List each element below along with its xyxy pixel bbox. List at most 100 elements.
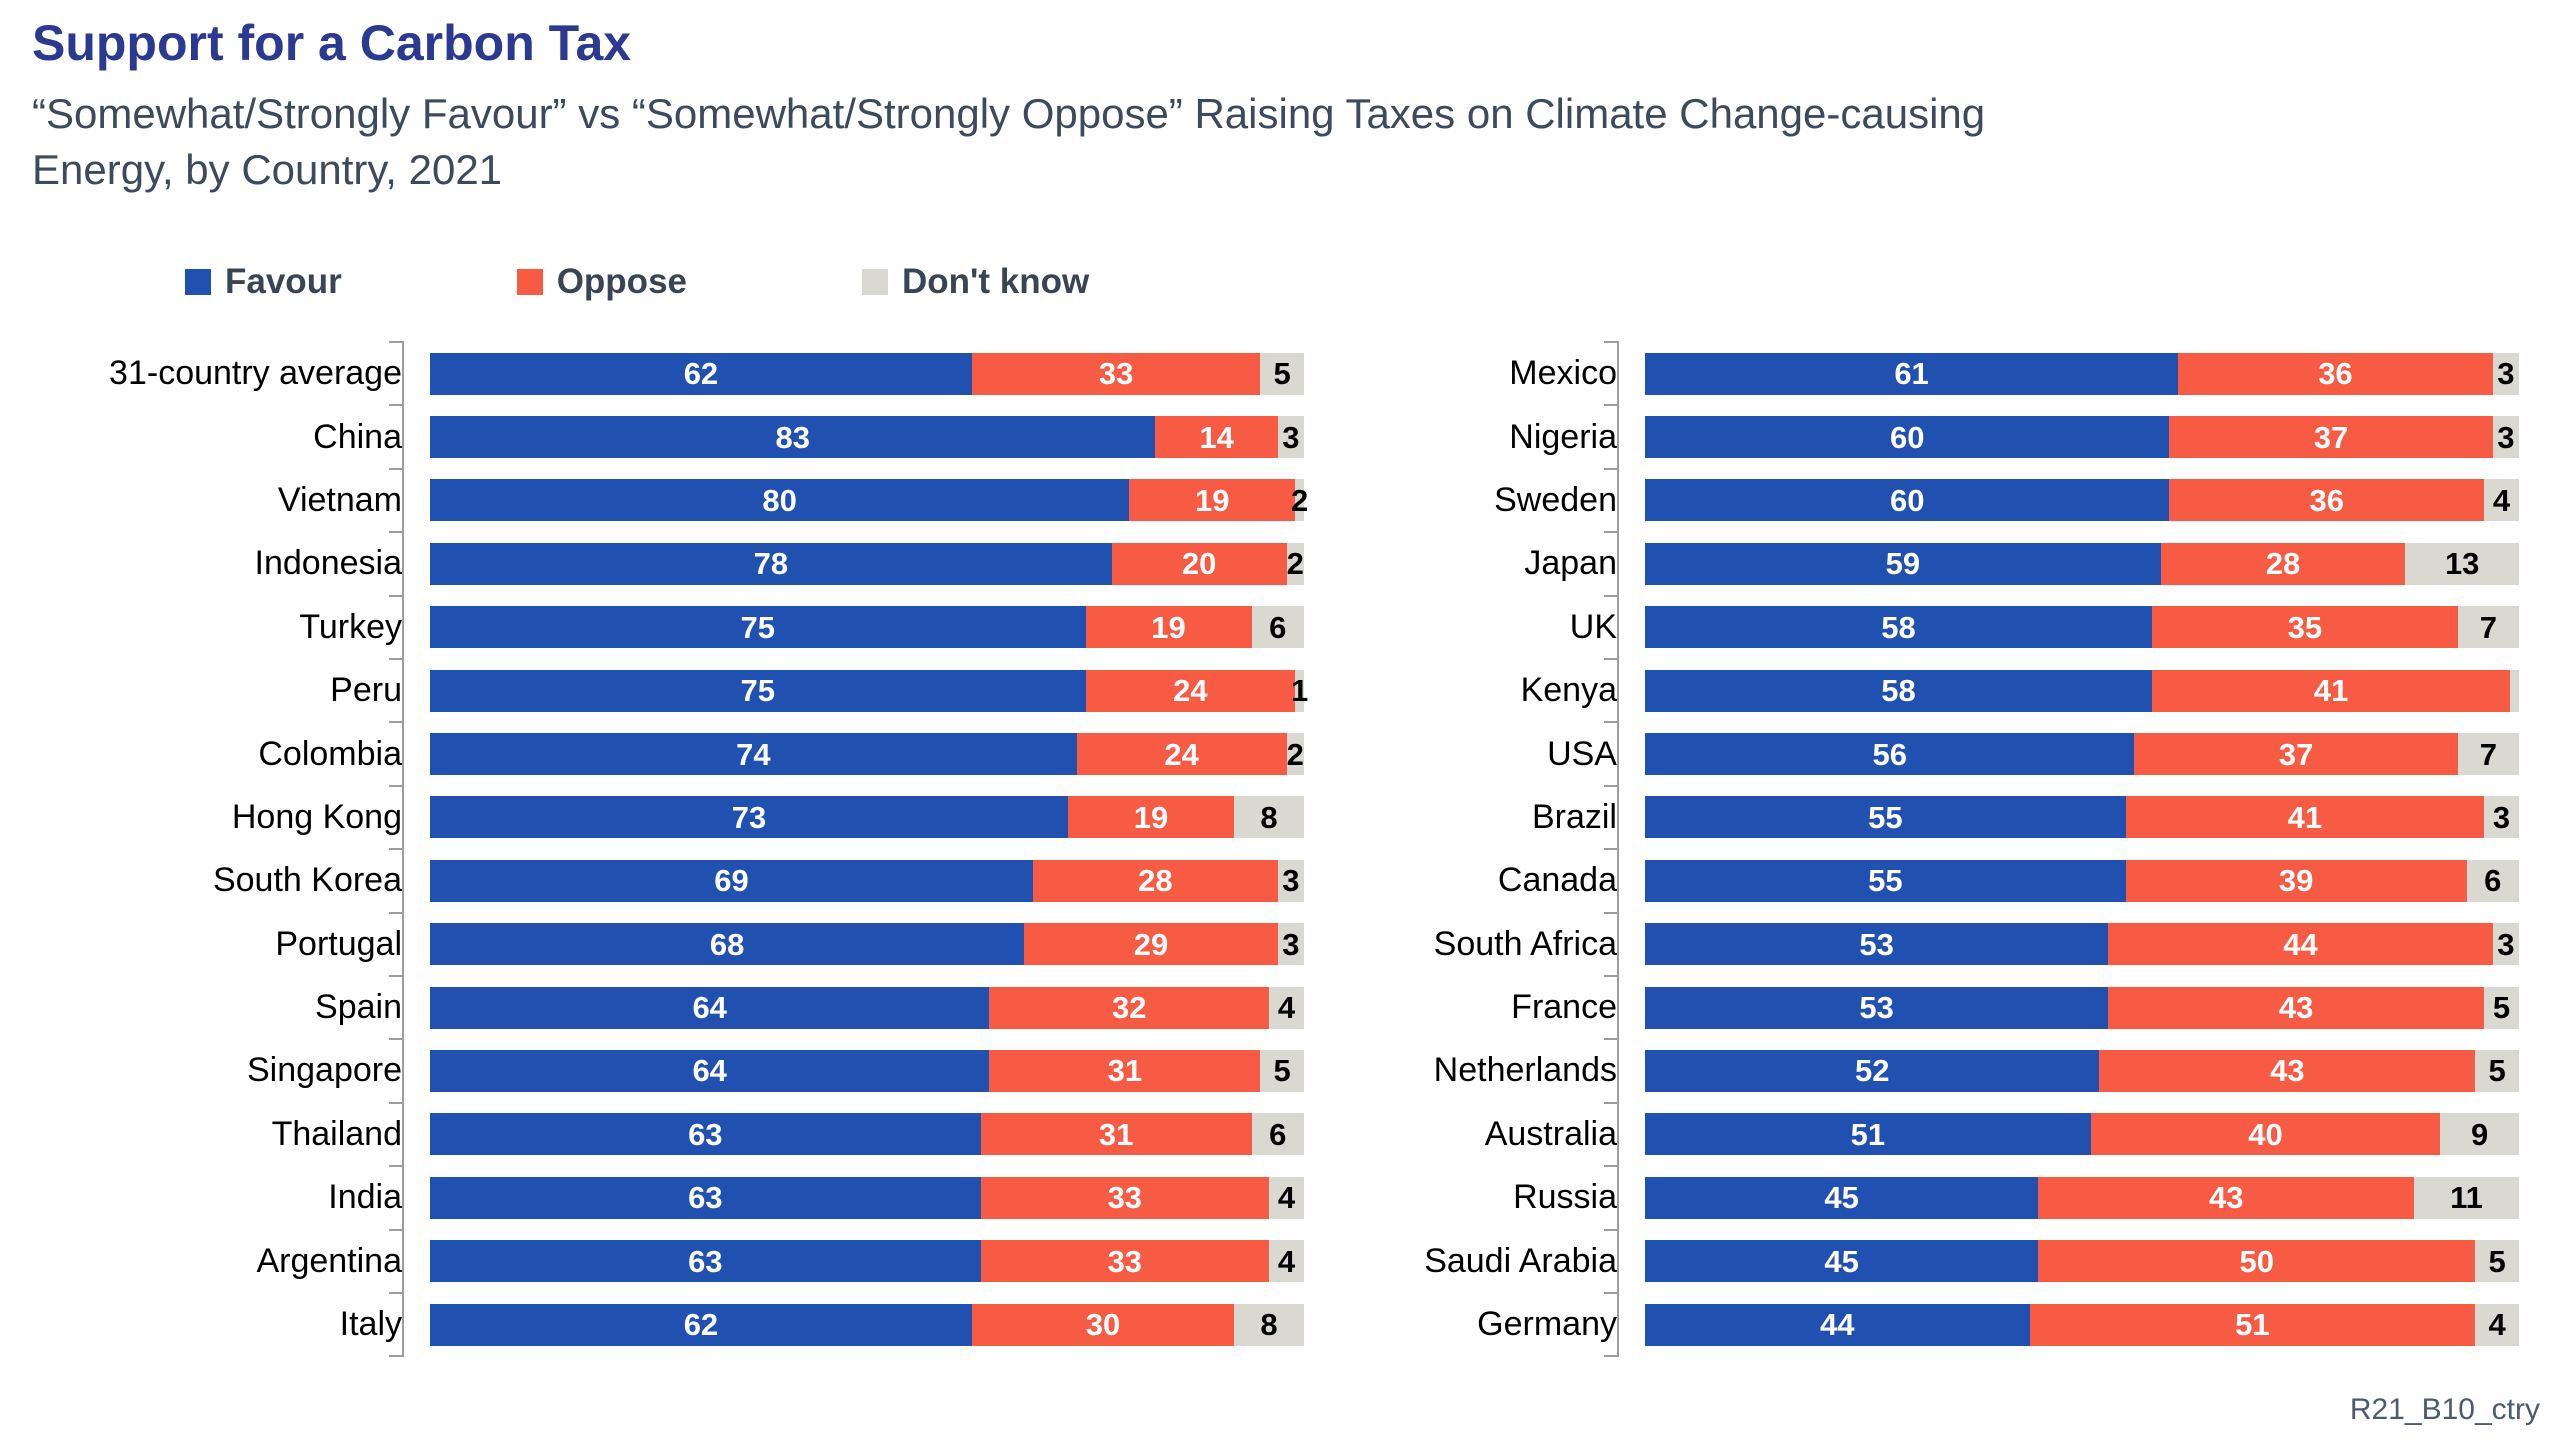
bar-track: 61 36 3 bbox=[1645, 352, 2519, 395]
value-label: 78 bbox=[753, 546, 789, 582]
value-label: 4 bbox=[2492, 482, 2511, 518]
table-row: South Korea 69 28 3 bbox=[30, 849, 1304, 912]
value-label: 43 bbox=[2208, 1180, 2244, 1216]
oppose-bar-segment: 36 bbox=[2169, 479, 2485, 522]
oppose-bar-segment: 36 bbox=[2178, 352, 2493, 395]
value-label: 32 bbox=[1111, 990, 1147, 1026]
country-label: Hong Kong bbox=[231, 797, 402, 836]
axis-tick bbox=[1604, 1292, 1617, 1294]
value-label: 2 bbox=[1286, 736, 1304, 772]
bar-track: 83 14 3 bbox=[430, 416, 1304, 459]
value-label: 60 bbox=[1889, 419, 1925, 455]
legend-item-favour: Favour bbox=[185, 262, 342, 302]
table-row: South Africa 53 44 3 bbox=[1345, 913, 2519, 976]
country-label: Netherlands bbox=[1433, 1051, 1617, 1090]
bar-track: 69 28 3 bbox=[430, 859, 1304, 902]
table-row: Germany 44 51 4 bbox=[1345, 1293, 2519, 1356]
bar-track: 55 39 6 bbox=[1645, 859, 2519, 902]
value-label: 24 bbox=[1164, 736, 1199, 772]
table-row: Italy 62 30 8 bbox=[30, 1293, 1304, 1356]
axis-tick bbox=[389, 721, 402, 724]
table-row: Peru 75 24 1 bbox=[30, 659, 1308, 722]
favour-bar-segment: 59 bbox=[1645, 542, 2161, 585]
table-row: Vietnam 80 19 2 bbox=[30, 469, 1308, 532]
dont-know-bar-segment: 6 bbox=[1251, 606, 1304, 649]
bar-track: 55 41 3 bbox=[1645, 796, 2519, 839]
value-label: 59 bbox=[1885, 546, 1921, 582]
country-label: Saudi Arabia bbox=[1424, 1241, 1617, 1280]
table-row: Canada 55 39 6 bbox=[1345, 849, 2519, 912]
country-label: Argentina bbox=[256, 1241, 402, 1280]
country-label: Germany bbox=[1477, 1305, 1617, 1344]
favour-bar-segment: 83 bbox=[430, 416, 1156, 459]
oppose-bar-segment: 28 bbox=[1033, 859, 1278, 902]
dont-know-bar-segment: 11 bbox=[2414, 1176, 2519, 1219]
bar-track: 62 30 8 bbox=[430, 1303, 1304, 1346]
bar-track: 75 19 6 bbox=[430, 606, 1304, 649]
bar-track: 45 50 5 bbox=[1645, 1240, 2519, 1283]
oppose-bar-segment: 44 bbox=[2108, 923, 2493, 966]
table-row: Spain 64 32 4 bbox=[30, 976, 1304, 1039]
country-label: Spain bbox=[315, 988, 402, 1027]
oppose-bar-segment: 33 bbox=[980, 1176, 1270, 1219]
dont-know-bar-segment: 5 bbox=[1260, 352, 1304, 395]
axis-tick bbox=[389, 911, 402, 914]
chart-left-rows: 31-country average 62 33 5 China 83 14 3 Vietnam… bbox=[30, 341, 1308, 1358]
axis-tick bbox=[389, 1165, 402, 1168]
source-code: R21_B10_ctry bbox=[2349, 1393, 2540, 1426]
country-label: Russia bbox=[1513, 1178, 1617, 1217]
value-label: 53 bbox=[1859, 990, 1894, 1026]
favour-bar-segment: 62 bbox=[430, 1303, 972, 1346]
dont-know-bar-segment: 4 bbox=[1269, 986, 1304, 1029]
country-label: Thailand bbox=[271, 1114, 402, 1153]
axis-tick bbox=[389, 658, 402, 660]
axis-tick bbox=[1604, 404, 1617, 407]
value-label: 3 bbox=[2492, 799, 2511, 835]
value-label: 19 bbox=[1133, 799, 1169, 835]
oppose-bar-segment: 29 bbox=[1024, 923, 1278, 966]
axis-tick bbox=[1604, 341, 1617, 343]
favour-bar-segment: 80 bbox=[430, 479, 1130, 522]
value-label: 29 bbox=[1133, 926, 1169, 962]
dont-know-bar-segment bbox=[2510, 669, 2519, 712]
table-row: Saudi Arabia 45 50 5 bbox=[1345, 1229, 2519, 1292]
value-label: 58 bbox=[1881, 609, 1916, 645]
bar-track: 62 33 5 bbox=[430, 352, 1304, 395]
country-label: Brazil bbox=[1531, 797, 1617, 836]
table-row: Nigeria 60 37 3 bbox=[1345, 405, 2519, 468]
axis-line bbox=[1617, 341, 1619, 1358]
value-label: 6 bbox=[1269, 609, 1287, 645]
oppose-bar-segment: 43 bbox=[2038, 1176, 2415, 1219]
favour-bar-segment: 44 bbox=[1645, 1303, 2030, 1346]
value-label: 37 bbox=[2278, 736, 2314, 772]
legend: Favour Oppose Don't know bbox=[185, 262, 1089, 302]
dont-know-bar-segment: 3 bbox=[2492, 416, 2519, 459]
dont-know-bar-segment: 13 bbox=[2405, 542, 2519, 585]
dont-know-bar-segment: 3 bbox=[2492, 352, 2519, 395]
bar-track: 63 31 6 bbox=[430, 1113, 1304, 1156]
bar-track: 63 33 4 bbox=[430, 1176, 1304, 1219]
value-label: 5 bbox=[2488, 1243, 2506, 1279]
favour-bar-segment: 53 bbox=[1645, 986, 2109, 1029]
oppose-bar-segment: 43 bbox=[2099, 1049, 2476, 1092]
axis-tick bbox=[1604, 531, 1617, 534]
axis-tick bbox=[1604, 784, 1617, 787]
table-row: UK 58 35 7 bbox=[1345, 596, 2519, 659]
dont-know-bar-segment: 3 bbox=[1277, 923, 1304, 966]
dont-know-bar-segment: 5 bbox=[2475, 1240, 2519, 1283]
axis-tick bbox=[1604, 1038, 1617, 1041]
axis-tick bbox=[1604, 594, 1617, 597]
value-label: 41 bbox=[2313, 673, 2349, 709]
value-label: 39 bbox=[2278, 863, 2314, 899]
value-label: 1 bbox=[1291, 673, 1309, 709]
value-label: 64 bbox=[692, 990, 727, 1026]
bar-track: 58 35 7 bbox=[1645, 606, 2519, 649]
oppose-bar-segment: 41 bbox=[2151, 669, 2511, 712]
bar-track: 63 33 4 bbox=[430, 1240, 1304, 1283]
dont-know-bar-segment: 3 bbox=[2492, 923, 2519, 966]
dont-know-bar-segment: 9 bbox=[2440, 1113, 2519, 1156]
value-label: 4 bbox=[2488, 1307, 2506, 1343]
table-row: Japan 59 28 13 bbox=[1345, 532, 2519, 595]
value-label: 52 bbox=[1854, 1053, 1890, 1089]
country-label: Kenya bbox=[1520, 671, 1617, 710]
